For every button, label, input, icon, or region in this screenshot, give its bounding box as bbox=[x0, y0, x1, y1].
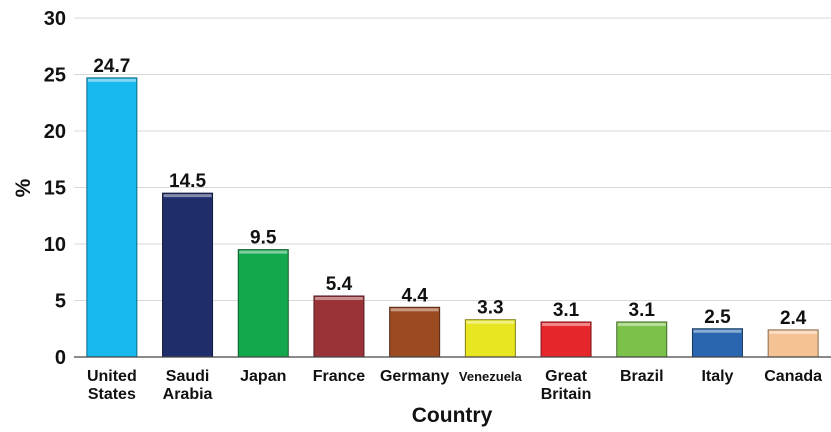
data-label: 2.4 bbox=[780, 308, 807, 329]
category-labels: United States Saudi Arabia Japan France German… bbox=[87, 368, 822, 403]
x-tick-label: United States bbox=[87, 368, 137, 403]
bars bbox=[86, 77, 819, 358]
x-tick-label-line: Venezuela bbox=[459, 369, 523, 384]
x-tick-label: Italy bbox=[701, 368, 733, 385]
bar bbox=[767, 329, 819, 358]
x-tick-label: Germany bbox=[380, 368, 449, 385]
bar-highlight bbox=[617, 322, 666, 326]
x-tick-label-line: Brazil bbox=[620, 368, 664, 385]
data-label: 4.4 bbox=[401, 285, 428, 306]
data-label: 3.1 bbox=[553, 300, 580, 321]
x-tick-label-line: States bbox=[88, 386, 136, 403]
bar bbox=[616, 321, 668, 358]
y-axis-ticks: 0 5 10 15 20 25 30 bbox=[44, 8, 66, 369]
y-tick-label: 25 bbox=[44, 65, 66, 87]
data-label: 9.5 bbox=[250, 228, 277, 249]
bar-highlight bbox=[163, 194, 212, 198]
x-tick-label: Venezuela bbox=[459, 369, 523, 384]
y-tick-label: 30 bbox=[44, 8, 66, 30]
y-tick-label: 15 bbox=[44, 178, 66, 200]
bar-highlight bbox=[314, 296, 363, 300]
x-tick-label: France bbox=[313, 368, 366, 385]
bar-highlight bbox=[390, 308, 439, 312]
data-label: 5.4 bbox=[326, 274, 353, 295]
bar bbox=[464, 319, 516, 358]
bar bbox=[540, 321, 592, 358]
y-tick-label: 10 bbox=[44, 234, 66, 256]
y-tick-label: 20 bbox=[44, 121, 66, 143]
x-tick-label-line: Great bbox=[545, 368, 587, 385]
bar-highlight bbox=[239, 250, 288, 254]
data-label: 24.7 bbox=[93, 56, 130, 77]
data-label: 14.5 bbox=[169, 171, 206, 192]
bar bbox=[389, 306, 441, 358]
x-tick-label-line: United bbox=[87, 368, 137, 385]
bar bbox=[86, 77, 138, 358]
bar-highlight bbox=[769, 330, 818, 334]
bar bbox=[313, 295, 365, 358]
x-tick-label: Saudi Arabia bbox=[163, 368, 213, 403]
bar bbox=[691, 328, 743, 358]
x-tick-label: Brazil bbox=[620, 368, 664, 385]
x-axis-title: Country bbox=[412, 404, 493, 427]
x-tick-label-line: Japan bbox=[240, 368, 286, 385]
bar-highlight bbox=[693, 329, 742, 333]
x-tick-label: Japan bbox=[240, 368, 286, 385]
data-label: 2.5 bbox=[704, 307, 731, 328]
x-tick-label-line: Arabia bbox=[163, 386, 213, 403]
x-tick-label-line: Saudi bbox=[166, 368, 210, 385]
x-tick-label-line: Germany bbox=[380, 368, 449, 385]
y-axis-title: % bbox=[12, 178, 35, 197]
bar bbox=[237, 249, 289, 358]
data-label: 3.1 bbox=[629, 300, 656, 321]
x-tick-label-line: Canada bbox=[764, 368, 822, 385]
data-labels: 24.7 14.5 9.5 5.4 4.4 3.3 3.1 3.1 2.5 2.4 bbox=[93, 56, 806, 329]
bar-highlight bbox=[87, 78, 136, 82]
data-label: 3.3 bbox=[477, 298, 503, 319]
x-tick-label: Great Britain bbox=[541, 368, 592, 403]
y-tick-label: 0 bbox=[55, 347, 66, 369]
x-tick-label: Canada bbox=[764, 368, 822, 385]
x-tick-label-line: Italy bbox=[701, 368, 733, 385]
bar-highlight bbox=[466, 320, 515, 324]
y-tick-label: 5 bbox=[55, 291, 66, 313]
bar-highlight bbox=[542, 322, 591, 326]
x-tick-label-line: Britain bbox=[541, 386, 592, 403]
bar bbox=[162, 192, 214, 358]
x-tick-label-line: France bbox=[313, 368, 366, 385]
